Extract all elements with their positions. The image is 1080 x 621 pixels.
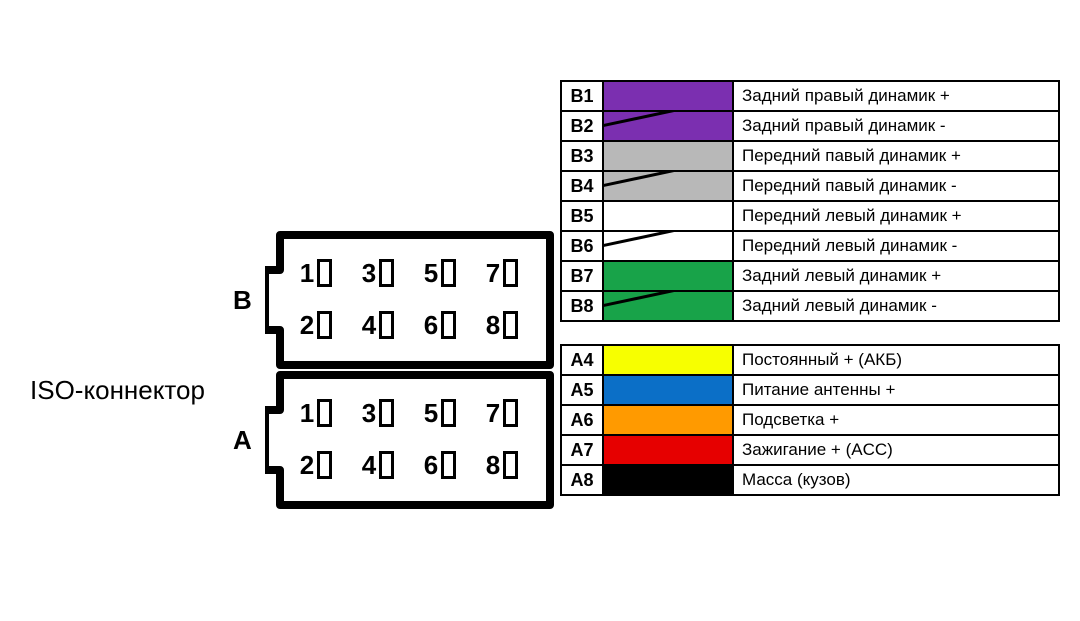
pin: 5: [409, 387, 471, 439]
legend-pin-label: B6: [562, 232, 604, 260]
legend-description: Задний левый динамик -: [734, 292, 1058, 320]
legend-color-swatch: [604, 466, 734, 494]
legend-color-swatch: [604, 232, 734, 260]
legend-color-swatch: [604, 82, 734, 110]
legend-pin-label: B4: [562, 172, 604, 200]
legend-description: Передний левый динамик -: [734, 232, 1058, 260]
pin: 2: [285, 299, 347, 351]
legend-color-swatch: [604, 142, 734, 170]
legend-pin-label: B1: [562, 82, 604, 110]
pin: 3: [347, 387, 409, 439]
legend-color-swatch: [604, 262, 734, 290]
legend-row: A8 Масса (кузов): [562, 466, 1058, 496]
legend-pin-label: A5: [562, 376, 604, 404]
stripe-icon: [604, 172, 732, 200]
legend-pin-label: B3: [562, 142, 604, 170]
legend-description: Зажигание + (ACC): [734, 436, 1058, 464]
legend-pin-label: B8: [562, 292, 604, 320]
legend-color-swatch: [604, 292, 734, 320]
pin: 7: [471, 387, 533, 439]
pin: 4: [347, 439, 409, 491]
pin: 3: [347, 247, 409, 299]
legend-row: A7 Зажигание + (ACC): [562, 436, 1058, 466]
stripe-icon: [604, 112, 732, 140]
legend-description: Передний павый динамик +: [734, 142, 1058, 170]
legend-row: A4 Постоянный + (АКБ): [562, 346, 1058, 376]
legend-row: A6 Подсветка +: [562, 406, 1058, 436]
legend-color-swatch: [604, 346, 734, 374]
legend-color-swatch: [604, 376, 734, 404]
legend-group-b: B1 Задний правый динамик + B2 Задний правый…: [560, 80, 1060, 322]
pin: 1: [285, 247, 347, 299]
legend-pin-label: A4: [562, 346, 604, 374]
legend-group-a: A4Постоянный + (АКБ)A5Питание антенны +A…: [560, 344, 1060, 496]
pin: 7: [471, 247, 533, 299]
stripe-icon: [604, 292, 732, 320]
legend-description: Задний левый динамик +: [734, 262, 1058, 290]
legend-pin-label: B2: [562, 112, 604, 140]
legend-row: B4 Передний павый динамик -: [562, 172, 1058, 202]
legend-row: B5 Передний левый динамик +: [562, 202, 1058, 232]
legend-row: A5 Питание антенны +: [562, 376, 1058, 406]
legend-color-swatch: [604, 172, 734, 200]
legend-row: B6 Передний левый динамик -: [562, 232, 1058, 262]
stripe-icon: [604, 232, 732, 260]
legend-pin-label: A7: [562, 436, 604, 464]
pins-b: 1 3 5 7 2 4 6 8: [285, 247, 533, 351]
legend-description: Задний правый динамик +: [734, 82, 1058, 110]
legend-row: B8 Задний левый динамик -: [562, 292, 1058, 322]
legend-table: B1 Задний правый динамик + B2 Задний правый…: [560, 80, 1060, 518]
legend-pin-label: A8: [562, 466, 604, 494]
legend-color-swatch: [604, 436, 734, 464]
section-b-label: B: [233, 285, 252, 316]
pin: 1: [285, 387, 347, 439]
pin: 8: [471, 299, 533, 351]
legend-color-swatch: [604, 202, 734, 230]
legend-color-swatch: [604, 112, 734, 140]
pin: 8: [471, 439, 533, 491]
legend-pin-label: B5: [562, 202, 604, 230]
legend-description: Передний павый динамик -: [734, 172, 1058, 200]
legend-row: B1 Задний правый динамик +: [562, 82, 1058, 112]
legend-color-swatch: [604, 406, 734, 434]
legend-pin-label: A6: [562, 406, 604, 434]
legend-row: B7 Задний левый динамик +: [562, 262, 1058, 292]
pins-a: 1 3 5 7 2 4 6 8: [285, 387, 533, 491]
section-a-label: A: [233, 425, 252, 456]
legend-description: Задний правый динамик -: [734, 112, 1058, 140]
legend-description: Постоянный + (АКБ): [734, 346, 1058, 374]
legend-description: Масса (кузов): [734, 466, 1058, 494]
legend-row: B3 Передний павый динамик +: [562, 142, 1058, 172]
iso-connector-label: ISO-коннектор: [30, 375, 205, 406]
legend-description: Подсветка +: [734, 406, 1058, 434]
legend-pin-label: B7: [562, 262, 604, 290]
pin: 6: [409, 439, 471, 491]
legend-row: B2 Задний правый динамик -: [562, 112, 1058, 142]
legend-description: Питание антенны +: [734, 376, 1058, 404]
pin: 4: [347, 299, 409, 351]
pin: 6: [409, 299, 471, 351]
pin: 2: [285, 439, 347, 491]
pin: 5: [409, 247, 471, 299]
legend-description: Передний левый динамик +: [734, 202, 1058, 230]
